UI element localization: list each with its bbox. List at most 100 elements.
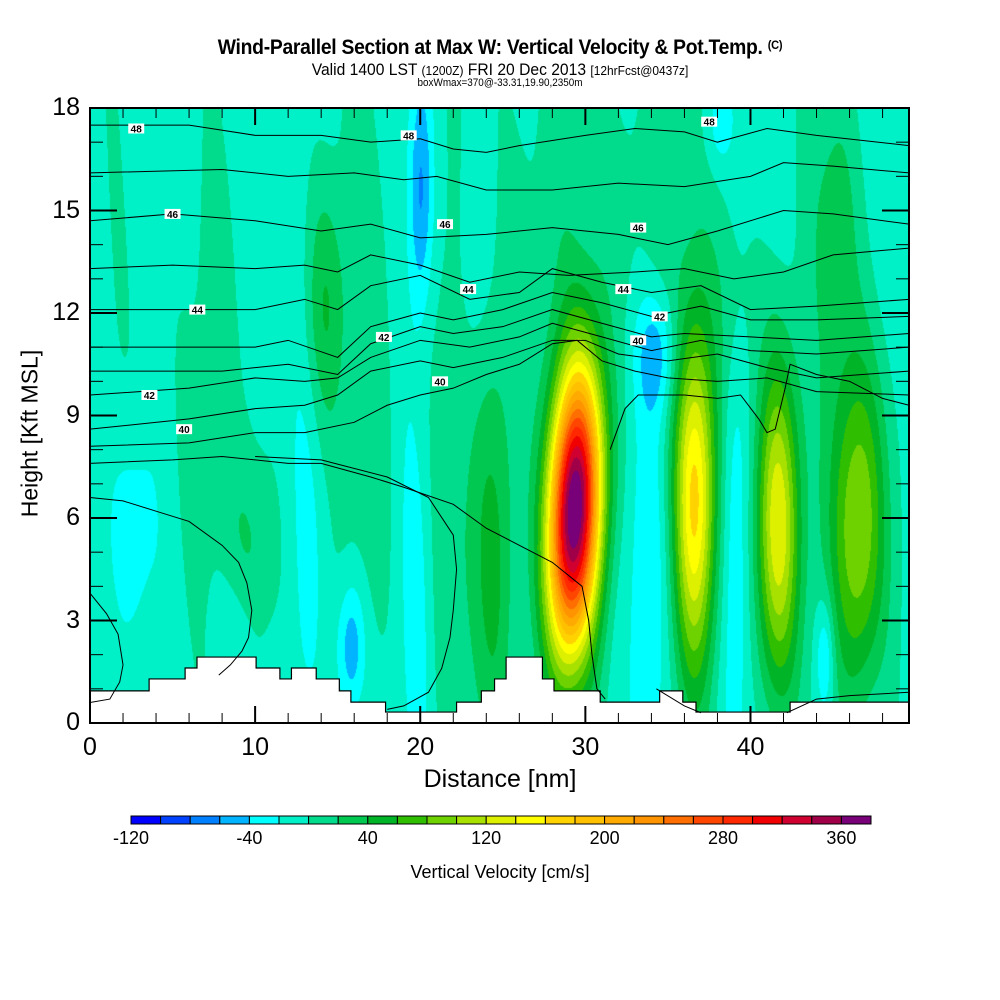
colorbar-label: Vertical Velocity [cm/s] (410, 862, 590, 882)
valid-date: FRI 20 Dec 2013 (467, 60, 587, 79)
contour-label-bg (164, 208, 181, 219)
colorbar-swatch (337, 815, 369, 825)
contour-label-bg (701, 116, 718, 127)
theta-contour-44 (90, 268, 910, 311)
colorbar-swatch (367, 815, 398, 825)
valid-prefix: Valid 1400 LST (311, 60, 418, 79)
colorbar-swatch (692, 815, 724, 825)
theta-contour-46 (89, 209, 910, 246)
colorbar-swatch (219, 815, 250, 825)
colorbar-swatch (160, 815, 191, 825)
theta-contour-48 (89, 162, 910, 191)
x-tick-label: 0 (83, 733, 97, 761)
colorbar-swatch (515, 815, 546, 825)
contour-label-bg (615, 284, 632, 295)
contour-label: 40 (179, 425, 191, 436)
colorbar-swatch (485, 815, 517, 825)
colorbar-tick-label: 120 (471, 828, 502, 848)
x-tick-label: 40 (736, 733, 765, 761)
colorbar-tick-label: 360 (826, 828, 857, 848)
contour-label-bg (176, 424, 193, 435)
contour-label: 42 (378, 333, 390, 344)
colorbar-swatch (396, 815, 428, 825)
theta-contour-40 (89, 339, 910, 430)
theta-contour-40 (89, 339, 910, 447)
colorbar-swatch (574, 815, 606, 825)
copyright-mark: (C) (767, 38, 783, 52)
colorbar-tick-label: 40 (357, 828, 378, 848)
theta-contour-37 (786, 691, 910, 714)
theta-contour-38 (89, 455, 606, 700)
forecast-info: [12hrFcst@0437z] (590, 63, 689, 78)
contour-label: 46 (633, 224, 645, 235)
y-tick-label: 18 (52, 93, 80, 121)
theta-contour-48 (90, 124, 910, 153)
colorbar-swatch (456, 815, 487, 825)
contour-label: 42 (654, 312, 666, 323)
theta-contour-37 (656, 688, 702, 714)
theta-contour-46 (89, 247, 910, 283)
colorbar-swatch (663, 815, 694, 825)
colorbar-swatch (544, 815, 576, 825)
contour-label: 44 (618, 285, 630, 296)
colorbar-tick-label: 200 (589, 828, 620, 848)
contour-label: 48 (131, 125, 143, 136)
x-tick-label: 20 (406, 733, 435, 761)
contour-label: 46 (167, 210, 179, 221)
valid-time: Valid 1400 LST (1200Z) FRI 20 Dec 2013 [… (40, 60, 960, 80)
theta-contour-38 (609, 363, 910, 450)
y-axis-label: Height [Kft MSL] (16, 349, 43, 518)
colorbar-swatch (426, 815, 458, 825)
contour-label: 44 (463, 285, 475, 296)
contour-label-bg (460, 284, 477, 295)
contour-label-bg (630, 222, 647, 233)
x-tick-label: 30 (571, 733, 600, 761)
colorbar-swatch (248, 815, 280, 825)
theta-contour-36 (89, 592, 124, 703)
contour-label-bg (630, 335, 647, 346)
contour-label-bg (141, 390, 158, 400)
contour-label: 40 (434, 377, 446, 388)
contour-label: 48 (403, 131, 415, 142)
x-axis-label: Distance [nm] (423, 765, 577, 793)
theta-contour-37 (255, 456, 458, 710)
colorbar-swatch (811, 815, 842, 825)
box-wmax-info: boxWmax=370@-33.31,19.90,2350m (417, 77, 583, 89)
theta-contour-44 (90, 291, 910, 358)
title-text: Wind-Parallel Section at Max W: Vertical… (217, 36, 763, 59)
contour-label-bg (432, 376, 449, 387)
colorbar-swatch (130, 815, 162, 825)
chart-title: Wind-Parallel Section at Max W: Vertical… (40, 36, 960, 60)
contour-label: 44 (192, 306, 204, 317)
contour-label: 46 (439, 220, 451, 231)
colorbar-tick-label: -40 (236, 828, 263, 848)
vertical-velocity-field (90, 108, 909, 723)
contour-label: 42 (144, 391, 156, 402)
terrain (89, 656, 910, 724)
colorbar-swatch (840, 815, 872, 825)
y-tick-label: 12 (52, 298, 80, 326)
valid-utc: (1200Z) (421, 63, 464, 78)
contour-label-bg (651, 311, 668, 322)
contour-label-bg (437, 219, 454, 230)
contour-label-bg (375, 331, 392, 342)
colorbar-tick-label: 280 (707, 828, 739, 848)
colorbar-swatch (781, 815, 813, 825)
colorbar-swatch (278, 815, 310, 825)
y-tick-label: 6 (66, 503, 80, 531)
colorbar-swatch (752, 815, 783, 825)
theta-contour-37 (89, 497, 253, 676)
colorbar-swatch (308, 815, 339, 825)
x-tick-label: 10 (241, 733, 270, 761)
theta-contour-42 (89, 322, 910, 396)
colorbar-swatch (633, 815, 665, 825)
contour-label-bg (400, 130, 417, 141)
colorbar-swatch (722, 815, 754, 825)
contour-label-bg (189, 304, 206, 315)
y-tick-label: 0 (66, 708, 80, 736)
y-tick-label: 3 (66, 605, 80, 634)
colorbar-swatch (189, 815, 221, 825)
contour-label-bg (128, 123, 145, 134)
contour-label: 40 (633, 336, 645, 347)
